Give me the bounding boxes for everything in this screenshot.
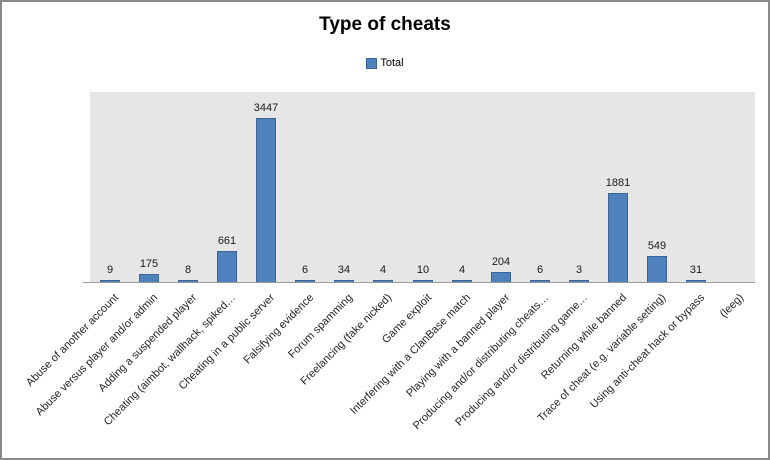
value-label: 6: [536, 264, 544, 276]
bar: [217, 251, 237, 282]
value-label: 175: [139, 258, 159, 270]
bar: [139, 274, 159, 282]
value-label: 3447: [253, 102, 279, 114]
legend-label: Total: [380, 57, 404, 69]
value-label: 204: [491, 256, 511, 268]
bar: [686, 280, 706, 282]
value-label: 9: [106, 264, 114, 276]
plot-area: [90, 92, 755, 282]
bar: [256, 118, 276, 282]
value-label: 10: [416, 264, 430, 276]
bar: [373, 280, 393, 282]
value-label: 1881: [605, 177, 631, 189]
value-label: 4: [379, 264, 387, 276]
bar: [452, 280, 472, 282]
bar: [530, 280, 550, 282]
bar: [413, 280, 433, 282]
value-label: 4: [458, 264, 466, 276]
bar: [100, 280, 120, 282]
value-label: 34: [337, 264, 351, 276]
value-label: 549: [647, 240, 667, 252]
x-axis-line: [83, 282, 755, 283]
value-label: 661: [217, 235, 237, 247]
value-label: 31: [689, 264, 703, 276]
bar: [647, 256, 667, 282]
value-label: 3: [575, 264, 583, 276]
value-label: 8: [184, 264, 192, 276]
bar: [608, 193, 628, 282]
bar: [334, 280, 354, 282]
legend-swatch-icon: [366, 57, 378, 69]
bar: [295, 280, 315, 282]
chart-title: Type of cheats: [319, 14, 451, 35]
legend: Total: [2, 57, 768, 69]
bar: [178, 280, 198, 282]
bar: [569, 280, 589, 282]
value-label: 6: [301, 264, 309, 276]
bar: [491, 272, 511, 282]
